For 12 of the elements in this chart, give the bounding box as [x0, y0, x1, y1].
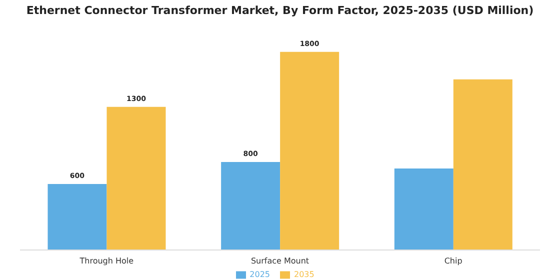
- bar: [453, 79, 512, 250]
- bar: [106, 106, 166, 250]
- bar: [394, 168, 454, 250]
- x-tick-label: Chip: [444, 256, 462, 266]
- chart-title: Ethernet Connector Transformer Market, By Form Factor, 2025-2035 (USD Million): [25, 4, 535, 17]
- bar: [221, 162, 280, 250]
- bar: [48, 184, 107, 250]
- bar: [280, 52, 340, 250]
- x-tick-label: Through Hole: [78, 256, 134, 266]
- x-tick-label: Surface Mount: [250, 256, 310, 266]
- legend-label: 2025: [250, 270, 270, 280]
- legend-label: 2035: [294, 270, 314, 280]
